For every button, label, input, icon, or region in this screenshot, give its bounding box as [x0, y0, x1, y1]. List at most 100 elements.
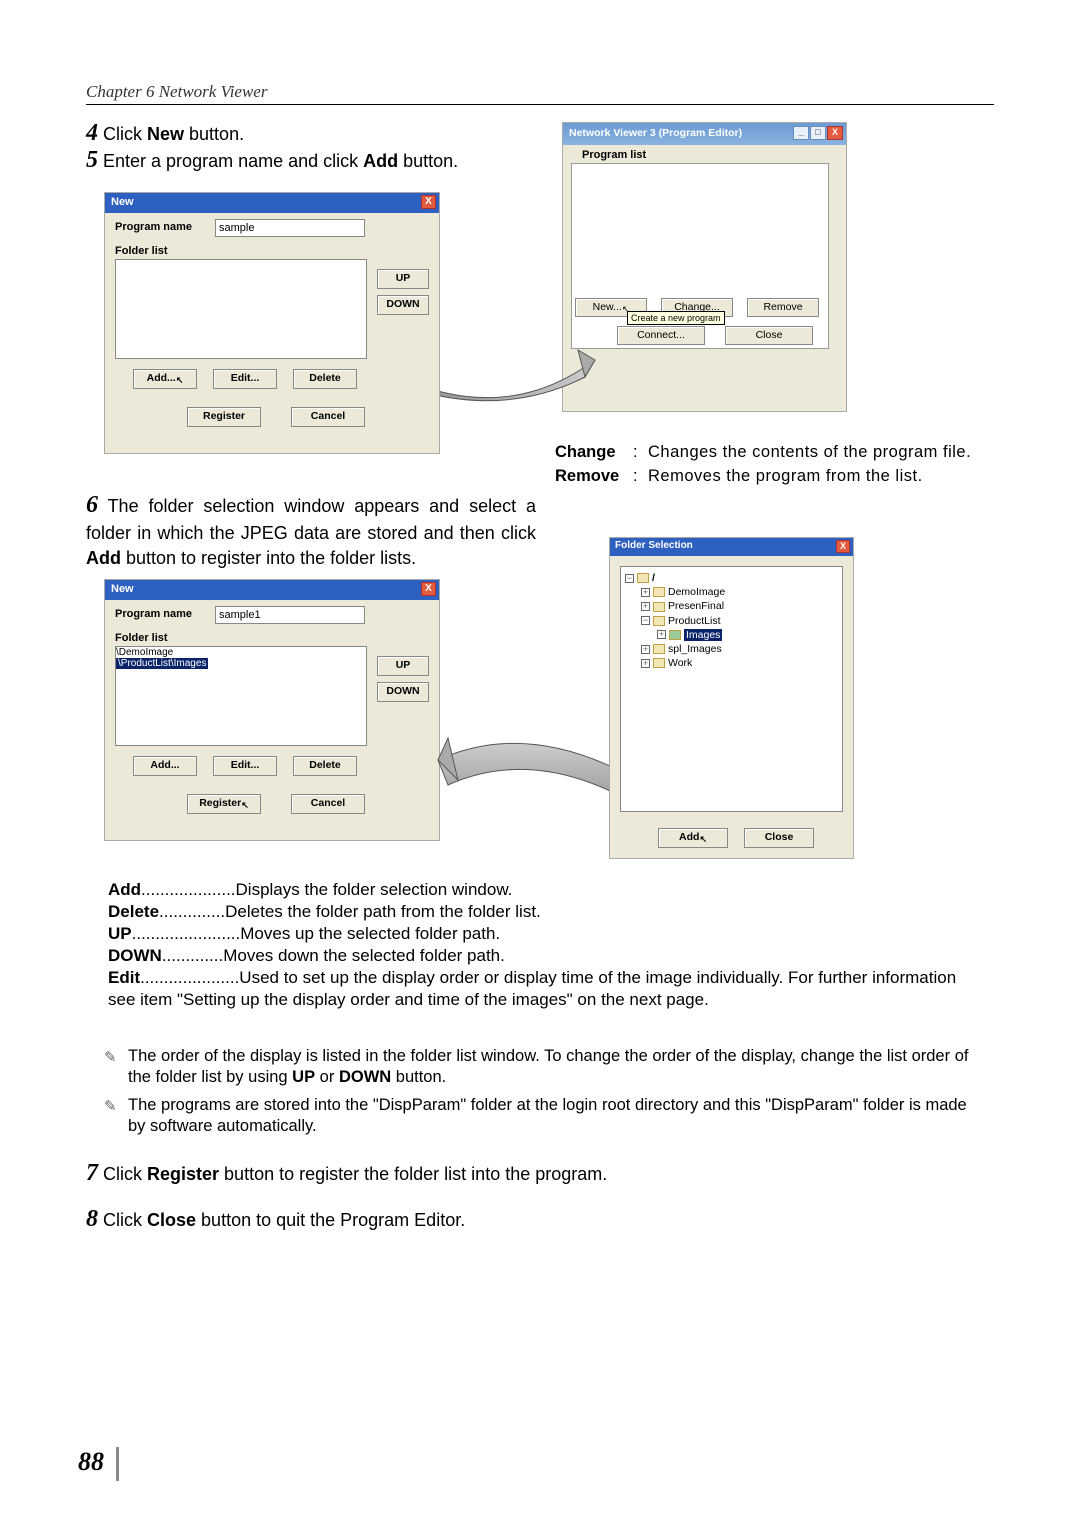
- window-buttons: _ □ X: [793, 126, 843, 140]
- step-bold: Add: [363, 151, 398, 171]
- step-text: Click: [103, 124, 147, 144]
- remove-button[interactable]: Remove: [747, 298, 819, 317]
- close-icon[interactable]: X: [827, 126, 843, 140]
- button-definitions: Add....................Displays the fold…: [108, 879, 988, 1012]
- up-button[interactable]: UP: [377, 269, 429, 289]
- cancel-button[interactable]: Cancel: [291, 407, 365, 427]
- note-2: ✎ The programs are stored into the "Disp…: [104, 1095, 984, 1138]
- program-editor-body: Program list New...↖ Change... Remove Cr…: [563, 145, 846, 357]
- change-term: Change: [555, 441, 633, 463]
- step-post: button to register the folder list into …: [219, 1164, 607, 1184]
- folder-list[interactable]: \DemoImage \ProductList\Images: [115, 646, 367, 746]
- register-button[interactable]: Register: [187, 407, 261, 427]
- folder-icon: [637, 573, 649, 583]
- remove-desc: Removes the program from the list.: [648, 465, 1005, 487]
- change-remove-defs: Change : Changes the contents of the pro…: [555, 441, 1005, 490]
- new-dialog-1: New X Program name Folder list UP DOWN A…: [104, 192, 440, 454]
- step-bold: Add: [86, 548, 121, 568]
- program-list-label: Program list: [579, 149, 649, 161]
- close-button[interactable]: Close: [744, 828, 814, 848]
- step-post: button.: [184, 124, 244, 144]
- step-text: Click: [103, 1164, 147, 1184]
- pencil-icon: ✎: [104, 1048, 117, 1068]
- tooltip: Create a new program: [627, 311, 725, 325]
- header-underline: [86, 104, 994, 105]
- step-post: button.: [398, 151, 458, 171]
- register-button[interactable]: Register↖: [187, 794, 261, 814]
- add-button[interactable]: Add↖: [658, 828, 728, 848]
- step-num: 7: [86, 1160, 98, 1186]
- step-8: 8 Click Close button to quit the Program…: [86, 1206, 465, 1233]
- edit-button[interactable]: Edit...: [213, 369, 277, 389]
- step-num: 4: [86, 120, 98, 146]
- step-bold: New: [147, 124, 184, 144]
- program-name-input[interactable]: [215, 606, 365, 624]
- step-4: 4 Click New button.: [86, 120, 244, 147]
- program-name-input[interactable]: [215, 219, 365, 237]
- up-button[interactable]: UP: [377, 656, 429, 676]
- connect-button[interactable]: Connect...: [617, 326, 705, 345]
- maximize-icon[interactable]: □: [810, 126, 826, 140]
- step-bold: Register: [147, 1164, 219, 1184]
- close-button[interactable]: Close: [725, 326, 813, 345]
- notes: ✎ The order of the display is listed in …: [104, 1046, 984, 1144]
- chapter-header: Chapter 6 Network Viewer: [86, 82, 267, 102]
- folder-icon: [653, 587, 665, 597]
- close-icon[interactable]: X: [421, 195, 436, 209]
- step-post: button to register into the folder lists…: [121, 548, 416, 568]
- down-button[interactable]: DOWN: [377, 295, 429, 315]
- step-num: 6: [86, 492, 98, 518]
- remove-term: Remove: [555, 465, 633, 487]
- program-editor-title: Network Viewer 3 (Program Editor): [569, 127, 742, 139]
- delete-button[interactable]: Delete: [293, 756, 357, 776]
- delete-button[interactable]: Delete: [293, 369, 357, 389]
- step-7: 7 Click Register button to register the …: [86, 1160, 607, 1187]
- cursor-icon: ↖: [176, 372, 184, 389]
- folder-icon: [653, 602, 665, 612]
- cancel-button[interactable]: Cancel: [291, 794, 365, 814]
- folder-row[interactable]: \DemoImage: [116, 647, 366, 658]
- new-dialog-titlebar: New X: [105, 580, 439, 600]
- add-button[interactable]: Add...: [133, 756, 197, 776]
- step-post: button to quit the Program Editor.: [196, 1210, 465, 1230]
- new-dialog-title: New: [111, 196, 134, 208]
- folder-icon: [653, 644, 665, 654]
- folder-list[interactable]: [115, 259, 367, 359]
- step-bold: Close: [147, 1210, 196, 1230]
- close-icon[interactable]: X: [836, 540, 850, 553]
- cursor-icon: ↖: [241, 797, 249, 814]
- close-icon[interactable]: X: [421, 582, 436, 596]
- new-dialog-titlebar: New X: [105, 193, 439, 213]
- step-6: 6 The folder selection window appears an…: [86, 489, 536, 570]
- folder-icon: [653, 616, 665, 626]
- edit-button[interactable]: Edit...: [213, 756, 277, 776]
- program-editor-window: Network Viewer 3 (Program Editor) _ □ X …: [562, 122, 847, 412]
- change-desc: Changes the contents of the program file…: [648, 441, 1005, 463]
- program-editor-titlebar: Network Viewer 3 (Program Editor) _ □ X: [563, 123, 846, 145]
- page-number-divider: [116, 1447, 119, 1481]
- cursor-icon: ↖: [699, 831, 707, 848]
- folder-tree[interactable]: −/ +DemoImage +PresenFinal −ProductList …: [620, 566, 843, 812]
- step-text: Click: [103, 1210, 147, 1230]
- folder-row-selected[interactable]: \ProductList\Images: [116, 658, 366, 669]
- page-number: 88: [78, 1447, 104, 1477]
- step-text: The folder selection window appears and …: [86, 496, 536, 543]
- down-button[interactable]: DOWN: [377, 682, 429, 702]
- step-5: 5 Enter a program name and click Add but…: [86, 147, 458, 174]
- folder-selection-title: Folder Selection: [615, 540, 693, 551]
- tree-node-selected[interactable]: Images: [684, 629, 722, 641]
- folder-icon: [669, 630, 681, 640]
- note-1: ✎ The order of the display is listed in …: [104, 1046, 984, 1089]
- new-dialog-title: New: [111, 583, 134, 595]
- new-dialog-2: New X Program name Folder list \DemoImag…: [104, 579, 440, 841]
- program-name-label: Program name: [115, 221, 192, 233]
- folder-icon: [653, 658, 665, 668]
- folder-list-label: Folder list: [115, 632, 168, 644]
- minimize-icon[interactable]: _: [793, 126, 809, 140]
- add-button[interactable]: Add...↖: [133, 369, 197, 389]
- program-name-label: Program name: [115, 608, 192, 620]
- pencil-icon: ✎: [104, 1097, 117, 1117]
- folder-selection-titlebar: Folder Selection X: [610, 538, 853, 556]
- step-num: 8: [86, 1206, 98, 1232]
- folder-selection-window: Folder Selection X −/ +DemoImage +Presen…: [609, 537, 854, 859]
